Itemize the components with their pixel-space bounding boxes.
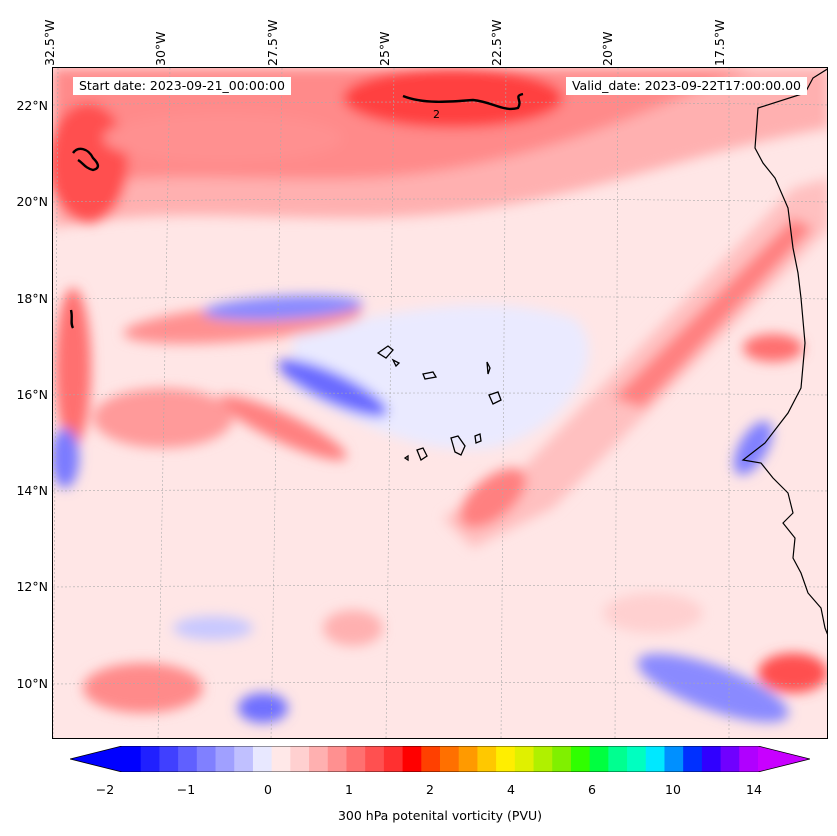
contour-label: 2 (433, 108, 440, 121)
pv-2-contours (69, 92, 524, 329)
colorbar-bin (122, 746, 142, 772)
colorbar-bin (552, 746, 572, 772)
lon-label-27-5w: 27.5°W (265, 19, 280, 66)
start-date-label: Start date: 2023-09-21_00:00:00 (73, 77, 291, 95)
colorbar-bin (514, 746, 535, 772)
colorbar-title: 300 hPa potenital vorticity (PVU) (337, 808, 543, 823)
colorbar-bin (570, 746, 591, 772)
colorbar-bin (196, 746, 217, 772)
colorbar-bin (421, 746, 441, 772)
lon-label-30w: 30°W (153, 31, 168, 66)
cb-tick-neg1: −1 (176, 782, 196, 797)
lon-label-17-5w: 17.5°W (712, 19, 727, 66)
colorbar-bin (271, 746, 291, 772)
colorbar-bin (365, 746, 385, 772)
colorbar-bin (608, 746, 628, 772)
colorbar-extend-under (70, 746, 122, 772)
colorbar-bin (477, 746, 497, 772)
colorbar-bin (159, 746, 179, 772)
cb-tick-2: 2 (426, 782, 434, 797)
colorbar-bin (440, 746, 460, 772)
lat-label-18n: 18°N (16, 291, 48, 306)
cb-tick-10: 10 (665, 782, 681, 797)
colorbar-bin (290, 746, 310, 772)
colorbar-bin (701, 746, 722, 772)
colorbar-bin (252, 746, 273, 772)
africa-coastline (741, 68, 827, 635)
lon-label-32-5w: 32.5°W (42, 19, 57, 66)
lon-label-22-5w: 22.5°W (489, 19, 504, 66)
lat-label-22n: 22°N (16, 98, 48, 113)
cape-verde-islands (376, 345, 502, 462)
lat-label-16n: 16°N (16, 387, 48, 402)
lon-label-25w: 25°W (377, 31, 392, 66)
colorbar-bin (327, 746, 347, 772)
cb-tick-4: 4 (507, 782, 515, 797)
colorbar-bin (664, 746, 684, 772)
colorbar-bin (739, 746, 759, 772)
colorbar-bin (309, 746, 329, 772)
colorbar-bin (720, 746, 740, 772)
cb-tick-6: 6 (588, 782, 596, 797)
colorbar-bin (178, 746, 198, 772)
lat-label-10n: 10°N (16, 676, 48, 691)
cb-tick-1: 1 (345, 782, 353, 797)
colorbar-bin (402, 746, 422, 772)
lat-label-14n: 14°N (16, 483, 48, 498)
pv-field-map: 2 (53, 68, 827, 738)
lat-label-20n: 20°N (16, 194, 48, 209)
colorbar-bin (533, 746, 553, 772)
colorbar-bin (140, 746, 160, 772)
colorbar-bin (496, 746, 516, 772)
lat-label-12n: 12°N (16, 579, 48, 594)
colorbar-bin (234, 746, 254, 772)
valid-date-label: Valid_date: 2023-09-22T17:00:00.00 (565, 77, 807, 95)
colorbar-bin (683, 746, 703, 772)
colorbar-bin (589, 746, 609, 772)
colorbar-bin (346, 746, 366, 772)
lon-label-20w: 20°W (600, 31, 615, 66)
cb-tick-0: 0 (264, 782, 272, 797)
colorbar-bin (215, 746, 235, 772)
cb-tick-neg2: −2 (95, 782, 115, 797)
colorbar-bin (627, 746, 647, 772)
colorbar-bin (645, 746, 665, 772)
map-panel: 2 Start date: 2023-09-21_00:00:00 Valid_… (52, 67, 828, 739)
colorbar-extend-over (758, 746, 810, 772)
colorbar-bin (458, 746, 478, 772)
colorbar-bin (383, 746, 404, 772)
colorbar (70, 746, 810, 772)
cb-tick-14: 14 (746, 782, 762, 797)
